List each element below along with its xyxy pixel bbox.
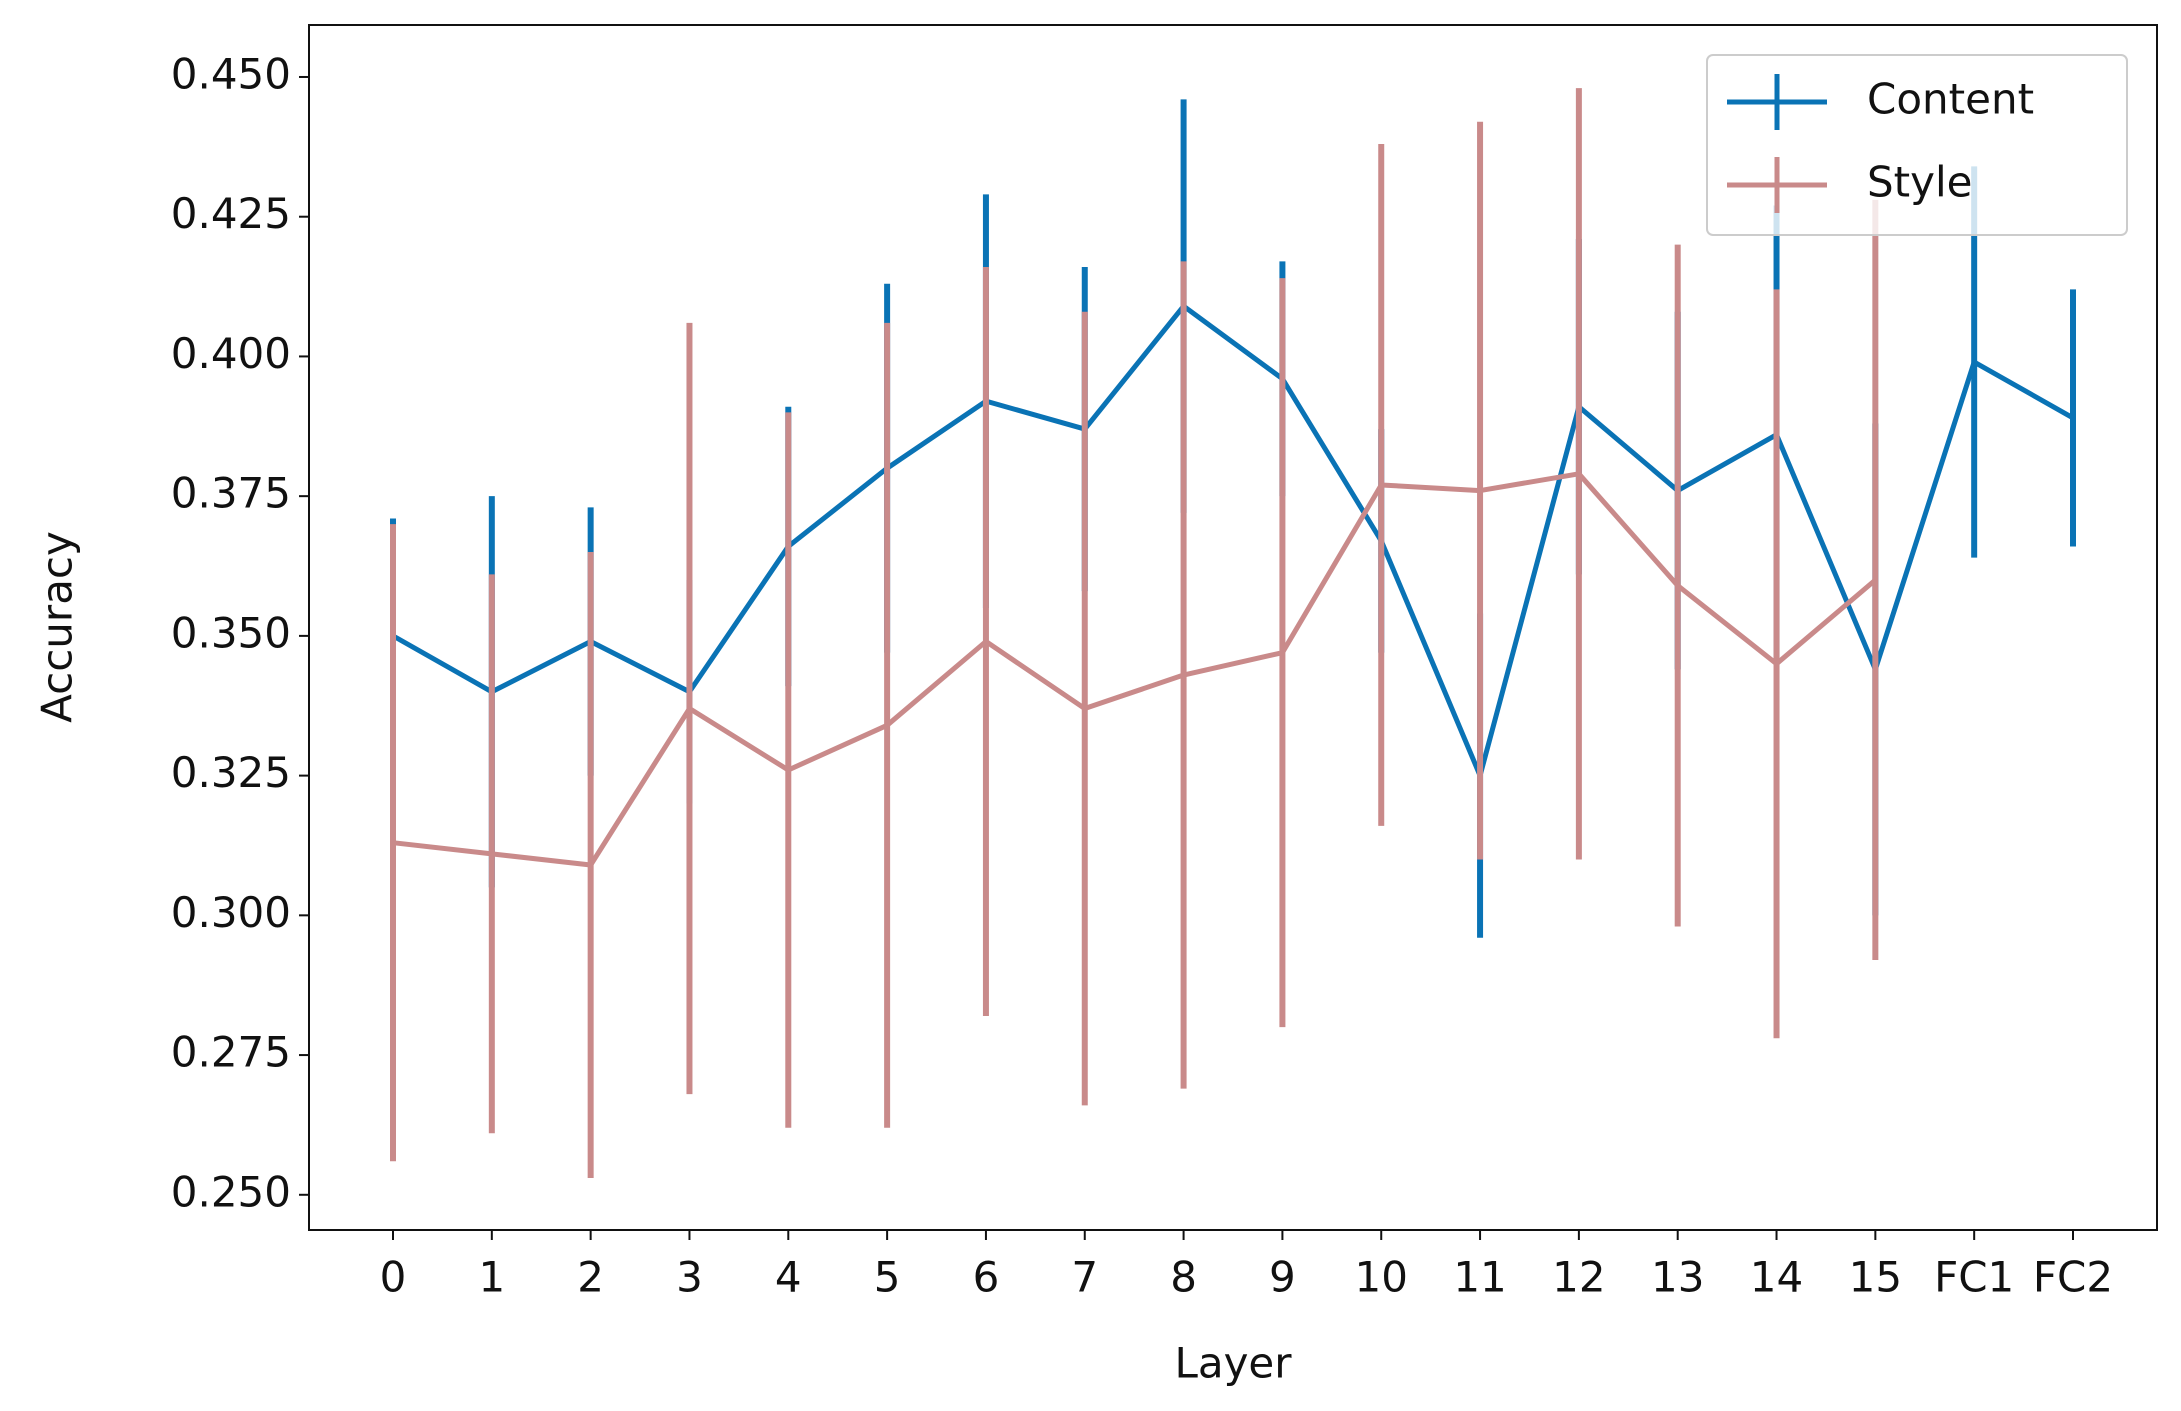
legend-label: Content	[1867, 75, 2034, 124]
x-tick-label: 10	[1355, 1253, 1408, 1302]
x-tick-label: 14	[1750, 1253, 1803, 1302]
x-tick-label: 12	[1552, 1253, 1605, 1302]
x-axis-label: Layer	[1174, 1339, 1292, 1388]
data-line	[391, 303, 2075, 779]
x-tick-label: 0	[380, 1253, 407, 1302]
x-tick-label: 9	[1269, 1253, 1296, 1302]
x-tick-label: 3	[676, 1253, 703, 1302]
y-tick-label: 0.250	[171, 1167, 291, 1216]
x-tick-label: 4	[775, 1253, 802, 1302]
y-tick-label: 0.350	[171, 608, 291, 657]
series	[390, 88, 1879, 1179]
y-tick-label: 0.375	[171, 469, 291, 518]
x-tick-label: 2	[577, 1253, 604, 1302]
x-tick-label: 8	[1170, 1253, 1197, 1302]
x-tick-label: 13	[1651, 1253, 1704, 1302]
y-tick-label: 0.425	[171, 189, 291, 238]
y-tick-label: 0.325	[171, 748, 291, 797]
y-tick-label: 0.450	[171, 49, 291, 98]
x-tick-label: FC1	[1934, 1253, 2014, 1302]
y-tick-label: 0.400	[171, 329, 291, 378]
legend-label: Style	[1867, 158, 1973, 207]
x-tick-label: 5	[874, 1253, 901, 1302]
y-tick-label: 0.300	[171, 888, 291, 937]
x-tick-label: 15	[1849, 1253, 1902, 1302]
x-tick-label: 6	[973, 1253, 1000, 1302]
y-tick-label: 0.275	[171, 1028, 291, 1077]
x-tick-label: 1	[478, 1253, 505, 1302]
x-tick-label: 11	[1453, 1253, 1506, 1302]
plot-frame	[308, 24, 2158, 1231]
x-tick-label: 7	[1071, 1253, 1098, 1302]
x-tick-label: FC2	[2033, 1253, 2113, 1302]
data-line	[392, 471, 1877, 868]
y-axis-label: Accuracy	[33, 531, 82, 723]
